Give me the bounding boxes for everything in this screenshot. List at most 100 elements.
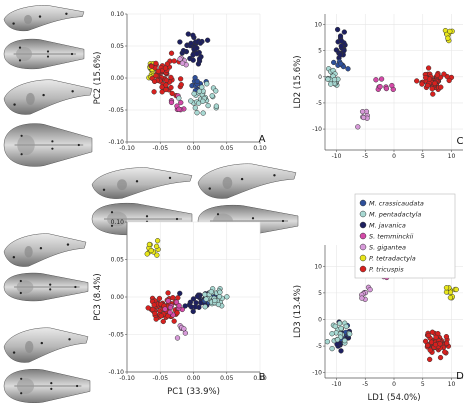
scatter-point	[199, 84, 205, 90]
scatter-point	[425, 342, 431, 349]
scatter-point	[329, 331, 335, 337]
legend-marker	[359, 210, 367, 218]
legend-label: S. gigantea	[369, 243, 406, 251]
x-tick-label: 0.00	[187, 375, 201, 382]
scatter-point	[162, 306, 168, 312]
x-tick-label: -0.05	[152, 145, 168, 152]
x-tick-label: 0.00	[187, 145, 201, 152]
y-tick-label: 0.10	[111, 219, 125, 226]
legend-marker	[359, 265, 367, 273]
y-tick-label: -0.10	[108, 139, 124, 146]
scatter-point	[328, 81, 334, 87]
scatter-point	[217, 289, 223, 295]
skull-ventral-view	[3, 272, 89, 302]
x-tick-label: 0.10	[253, 375, 267, 382]
x-tick-label: -0.10	[119, 375, 135, 382]
scatter-point	[174, 310, 180, 316]
x-tick-label: -0.10	[119, 145, 135, 152]
scatter-point	[194, 110, 200, 116]
scatter-point	[151, 302, 157, 308]
y-tick-label: 10	[314, 21, 322, 28]
scatter-point	[445, 35, 451, 41]
scatter-point	[191, 91, 197, 97]
scatter-point	[367, 286, 373, 293]
scatter-point	[332, 323, 338, 329]
scatter-point	[146, 241, 153, 248]
skull-lateral-view	[91, 167, 193, 199]
legend-marker	[359, 221, 367, 229]
y-axis-label: PC3 (8.4%)	[93, 273, 103, 320]
y-tick-label: 0	[318, 316, 322, 323]
y-tick-label: 10	[314, 263, 322, 270]
scatter-point	[212, 297, 218, 304]
scatter-point	[427, 347, 433, 353]
scatter-point	[196, 88, 203, 94]
scatter-point	[178, 82, 184, 88]
x-tick-label: 0.05	[220, 145, 234, 152]
scatter-point	[192, 105, 198, 111]
scatter-point	[190, 296, 197, 302]
scatter-point	[188, 98, 194, 104]
scatter-point	[438, 84, 444, 90]
skull-ventral-view	[3, 38, 85, 70]
legend-label: M. javanica	[369, 221, 406, 229]
skull-lateral-view	[197, 163, 297, 199]
scatter-point	[446, 77, 452, 84]
y-tick-label: 5	[318, 290, 322, 297]
scatter-point	[433, 334, 439, 341]
scatter-point	[209, 93, 215, 99]
scatter-point	[441, 71, 447, 77]
scatter-point	[160, 318, 166, 325]
x-tick-label: -0.05	[152, 375, 168, 382]
scatter-point	[194, 78, 200, 85]
x-tick-label: 0	[392, 381, 396, 388]
scatter-point	[144, 251, 150, 257]
scatter-point	[190, 32, 196, 38]
scatter-point	[338, 61, 344, 67]
y-tick-label: 0.05	[111, 43, 125, 50]
y-tick-label: 0.05	[111, 257, 125, 264]
y-tick-label: -0.05	[108, 107, 124, 114]
scatter-point	[202, 291, 208, 298]
x-axis-label: LD1 (54.0%)	[367, 393, 420, 403]
scatter-point	[447, 28, 453, 35]
scatter-point	[177, 290, 183, 297]
scatter-point	[170, 295, 176, 301]
scatter-point	[334, 337, 341, 343]
scatter-point	[180, 48, 187, 54]
scatter-point	[151, 78, 158, 85]
scatter-point	[185, 31, 191, 37]
scatter-point	[150, 306, 156, 313]
scatter-point	[204, 81, 210, 87]
scatter-point	[338, 38, 345, 44]
scatter-point	[194, 51, 200, 57]
scatter-point	[325, 76, 331, 82]
x-tick-label: 10	[448, 153, 456, 160]
scatter-point	[213, 103, 220, 109]
y-tick-label: -5	[316, 100, 322, 107]
scatter-point	[152, 310, 158, 317]
scatter-point	[177, 39, 183, 45]
scatter-point	[148, 63, 155, 69]
scatter-point	[389, 82, 395, 89]
scatter-point	[437, 341, 443, 347]
panel-letter: D	[456, 371, 464, 382]
x-tick-label: 0	[392, 153, 396, 160]
scatter-point	[174, 335, 181, 341]
legend-marker	[359, 254, 367, 262]
scatter-point	[153, 73, 159, 79]
legend-label: M. crassicaudata	[369, 199, 424, 207]
scatter-point	[200, 110, 206, 116]
scatter-point	[154, 252, 160, 258]
scatter-point	[188, 304, 195, 310]
scatter-point	[338, 43, 344, 49]
skull-lateral-view	[3, 5, 85, 32]
x-tick-label: 10	[448, 381, 456, 388]
scatter-point	[224, 294, 230, 300]
scatter-point	[188, 40, 194, 47]
scatter-point	[343, 323, 349, 330]
scatter-point	[163, 82, 169, 88]
scatter-point	[414, 78, 420, 84]
x-tick-label: 0.10	[253, 145, 267, 152]
scatter-point	[373, 77, 379, 83]
